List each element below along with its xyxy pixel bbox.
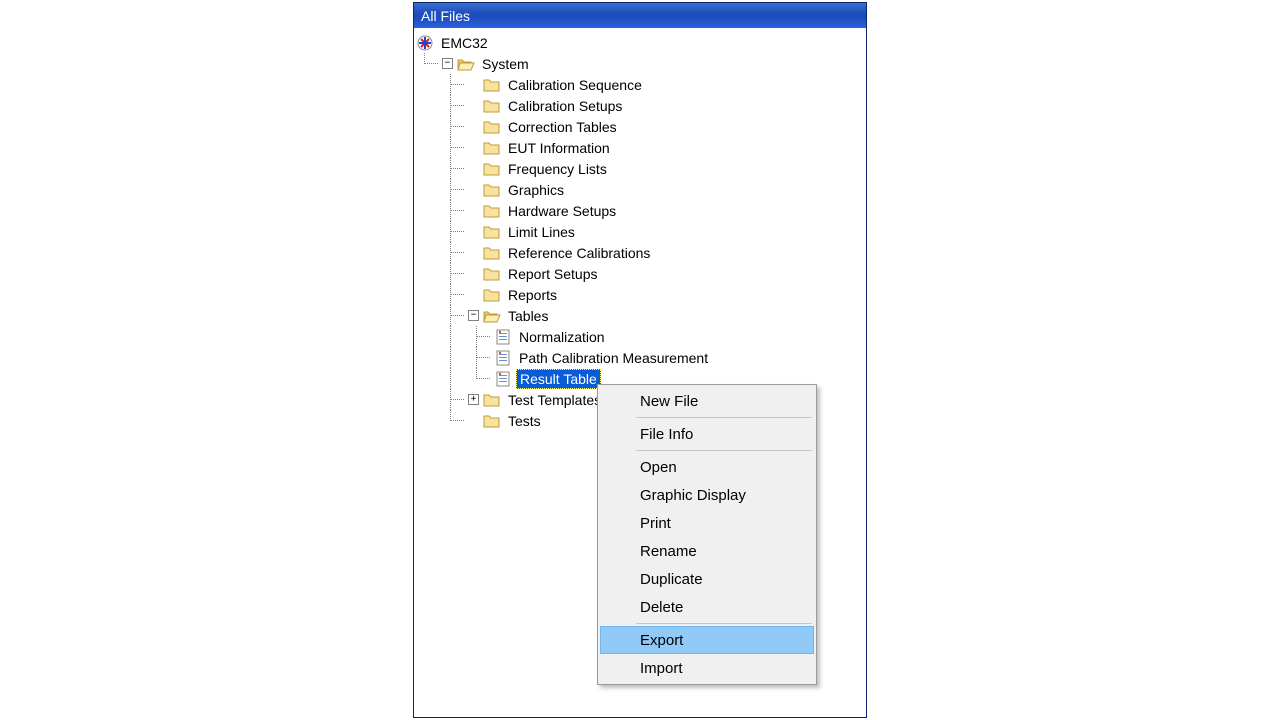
tree-label: Reports (505, 286, 560, 304)
menu-label: Rename (640, 543, 697, 560)
menu-label: Open (640, 459, 677, 476)
tree-label: Calibration Setups (505, 97, 625, 115)
tree-label: EUT Information (505, 139, 613, 157)
tree-label: Graphics (505, 181, 567, 199)
menu-separator (636, 623, 812, 624)
folder-icon (483, 413, 501, 429)
tree-label: Path Calibration Measurement (516, 349, 711, 367)
titlebar[interactable]: All Files (414, 3, 866, 28)
expander-minus[interactable]: − (468, 310, 479, 321)
folder-open-icon (483, 308, 501, 324)
menu-separator (636, 417, 812, 418)
tree-item-normalization[interactable]: Normalization (416, 326, 864, 347)
folder-icon (483, 161, 501, 177)
menu-item-import[interactable]: Import (600, 654, 814, 682)
expander-plus[interactable]: + (468, 394, 479, 405)
tree-node-graphics[interactable]: Graphics (416, 179, 864, 200)
menu-item-new-file[interactable]: New File (600, 387, 814, 415)
menu-item-graphic-display[interactable]: Graphic Display (600, 481, 814, 509)
menu-item-export[interactable]: Export (600, 626, 814, 654)
folder-open-icon (457, 56, 475, 72)
folder-icon (483, 77, 501, 93)
tree-view: EMC32 − System Calibration Sequence Cali… (414, 28, 866, 435)
expander-minus[interactable]: − (442, 58, 453, 69)
tree-node-tables[interactable]: − Tables (416, 305, 864, 326)
folder-icon (483, 266, 501, 282)
tree-label: System (479, 55, 532, 73)
folder-icon (483, 203, 501, 219)
table-file-icon (494, 371, 512, 387)
window-title: All Files (421, 8, 470, 24)
menu-label: Print (640, 515, 671, 532)
menu-label: Export (640, 632, 683, 649)
tree-item-path-calibration[interactable]: Path Calibration Measurement (416, 347, 864, 368)
menu-item-delete[interactable]: Delete (600, 593, 814, 621)
tree-label: Report Setups (505, 265, 601, 283)
folder-icon (483, 140, 501, 156)
menu-item-open[interactable]: Open (600, 453, 814, 481)
tree-label: EMC32 (438, 34, 491, 52)
menu-separator (636, 450, 812, 451)
menu-label: File Info (640, 426, 693, 443)
menu-label: Graphic Display (640, 487, 746, 504)
folder-icon (483, 98, 501, 114)
tree-node-frequency-lists[interactable]: Frequency Lists (416, 158, 864, 179)
menu-label: Import (640, 660, 683, 677)
tree-label-selected: Result Table (516, 369, 601, 389)
menu-label: Delete (640, 599, 683, 616)
app-root-icon (416, 35, 434, 51)
menu-item-duplicate[interactable]: Duplicate (600, 565, 814, 593)
tree-node-hardware-setups[interactable]: Hardware Setups (416, 200, 864, 221)
tree-label: Tests (505, 412, 544, 430)
tree-node-reports[interactable]: Reports (416, 284, 864, 305)
table-file-icon (494, 350, 512, 366)
folder-icon (483, 182, 501, 198)
tree-label: Normalization (516, 328, 608, 346)
tree-node-correction-tables[interactable]: Correction Tables (416, 116, 864, 137)
menu-label: Duplicate (640, 571, 703, 588)
folder-icon (483, 392, 501, 408)
tree-node-system[interactable]: − System (416, 53, 864, 74)
folder-icon (483, 245, 501, 261)
tree-node-limit-lines[interactable]: Limit Lines (416, 221, 864, 242)
tree-root-emc32[interactable]: EMC32 (416, 32, 864, 53)
folder-icon (483, 119, 501, 135)
table-file-icon (494, 329, 512, 345)
menu-label: New File (640, 393, 698, 410)
menu-item-rename[interactable]: Rename (600, 537, 814, 565)
context-menu: New File File Info Open Graphic Display … (597, 384, 817, 685)
tree-node-reference-calibrations[interactable]: Reference Calibrations (416, 242, 864, 263)
tree-label: Limit Lines (505, 223, 578, 241)
tree-node-report-setups[interactable]: Report Setups (416, 263, 864, 284)
tree-label: Calibration Sequence (505, 76, 645, 94)
tree-label: Reference Calibrations (505, 244, 653, 262)
menu-item-print[interactable]: Print (600, 509, 814, 537)
tree-label: Frequency Lists (505, 160, 610, 178)
tree-node-eut-information[interactable]: EUT Information (416, 137, 864, 158)
tree-node-calibration-setups[interactable]: Calibration Setups (416, 95, 864, 116)
menu-item-file-info[interactable]: File Info (600, 420, 814, 448)
tree-label: Tables (505, 307, 551, 325)
tree-node-calibration-sequence[interactable]: Calibration Sequence (416, 74, 864, 95)
folder-icon (483, 287, 501, 303)
tree-label: Hardware Setups (505, 202, 619, 220)
tree-label: Test Templates (505, 391, 604, 409)
folder-icon (483, 224, 501, 240)
tree-label: Correction Tables (505, 118, 620, 136)
